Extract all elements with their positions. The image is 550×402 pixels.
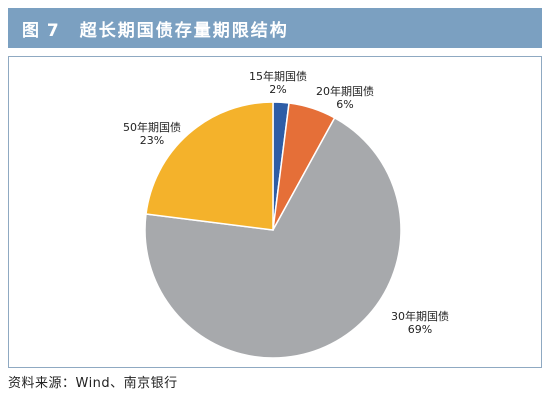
slice-label-4: 50年期国债: [123, 120, 181, 134]
figure-title: 超长期国债存量期限结构: [79, 20, 289, 41]
slice-label-2: 20年期国债: [316, 84, 374, 98]
source-note: 资料来源：Wind、南京银行: [8, 376, 178, 391]
slice-label-1: 15年期国债: [249, 69, 307, 83]
pie-slice-4: [145, 101, 274, 231]
slice-percent-4: 23%: [140, 134, 164, 147]
figure-number: 图 7: [22, 20, 60, 41]
chart-frame: [8, 56, 542, 368]
figure-header: 图 7 超长期国债存量期限结构: [8, 8, 542, 48]
slice-percent-3: 69%: [408, 323, 432, 336]
pie-slice-3: [144, 116, 402, 359]
slice-percent-2: 6%: [336, 98, 353, 111]
slice-percent-1: 2%: [269, 83, 286, 96]
slice-label-3: 30年期国债: [391, 309, 449, 323]
